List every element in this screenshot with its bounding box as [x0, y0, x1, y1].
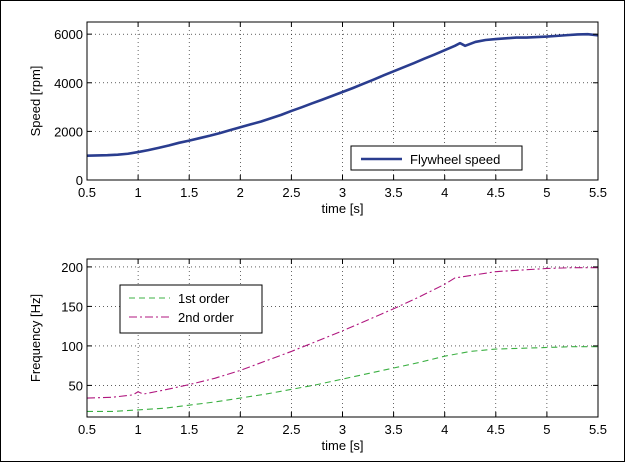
frequency-legend: 1st order 2nd order	[119, 284, 263, 334]
speed-y-tick-label: 2000	[54, 124, 83, 139]
legend-label-flywheel-speed: Flywheel speed	[410, 152, 500, 167]
series-line-1st-order	[87, 346, 598, 413]
speed-x-tick-label: 1	[134, 185, 141, 200]
frequency-series-group	[86, 267, 598, 413]
frequency-x-tick-label: 4	[441, 422, 448, 437]
frequency-x-tick-label: 3	[339, 422, 346, 437]
frequency-x-tick-label: 3.5	[385, 422, 403, 437]
frequency-ticks: 0.5 1 1.5 2 2.5 3 3.5 4 4.5 5 5.5 50 100 150 200	[61, 259, 607, 437]
speed-y-tick-label: 0	[76, 173, 83, 188]
frequency-x-tick-label: 0.5	[78, 422, 96, 437]
speed-x-tick-label: 4	[441, 185, 448, 200]
frequency-y-tick-label: 150	[61, 299, 83, 314]
frequency-x-axis-label: time [s]	[322, 438, 364, 453]
series-line-flywheel-speed	[86, 32, 599, 157]
legend-label-2nd-order: 2nd order	[178, 310, 234, 325]
series-line-2nd-order	[86, 267, 598, 399]
frequency-x-tick-label: 1	[134, 422, 141, 437]
speed-series-group	[86, 32, 599, 157]
speed-x-tick-label: 2	[237, 185, 244, 200]
legend-label-1st-order: 1st order	[178, 291, 230, 306]
speed-ticks: 0.5 1 1.5 2 2.5 3 3.5 4 4.5 5 5.5 0 2000 4000 6000	[54, 22, 607, 200]
frequency-x-tick-label: 2	[237, 422, 244, 437]
frequency-x-tick-label: 5	[543, 422, 550, 437]
speed-x-tick-label: 5.5	[589, 185, 607, 200]
frequency-y-axis-label: Frequency [Hz]	[28, 294, 43, 382]
speed-y-axis-label: Speed [rpm]	[28, 66, 43, 137]
speed-y-tick-label: 4000	[54, 76, 83, 91]
speed-x-tick-label: 3	[339, 185, 346, 200]
speed-x-tick-label: 1.5	[180, 185, 198, 200]
frequency-y-tick-label: 200	[61, 260, 83, 275]
speed-x-tick-label: 3.5	[385, 185, 403, 200]
speed-x-tick-label: 5	[543, 185, 550, 200]
frequency-plot: 0.5 1 1.5 2 2.5 3 3.5 4 4.5 5 5.5 50 100 150 200 time …	[28, 258, 607, 453]
frequency-x-tick-label: 4.5	[487, 422, 505, 437]
speed-x-tick-label: 4.5	[487, 185, 505, 200]
frequency-legend-box	[119, 284, 263, 334]
frequency-y-tick-label: 50	[69, 378, 83, 393]
speed-y-tick-label: 6000	[54, 27, 83, 42]
speed-plot: 0.5 1 1.5 2 2.5 3 3.5 4 4.5 5 5.5 0 2000 4000 6000 tim…	[28, 21, 607, 216]
frequency-x-tick-label: 5.5	[589, 422, 607, 437]
speed-x-tick-label: 2.5	[282, 185, 300, 200]
speed-x-tick-label: 0.5	[78, 185, 96, 200]
frequency-y-tick-label: 100	[61, 339, 83, 354]
frequency-x-tick-label: 1.5	[180, 422, 198, 437]
frequency-x-tick-label: 2.5	[282, 422, 300, 437]
speed-legend: Flywheel speed	[350, 145, 523, 171]
speed-x-axis-label: time [s]	[322, 201, 364, 216]
